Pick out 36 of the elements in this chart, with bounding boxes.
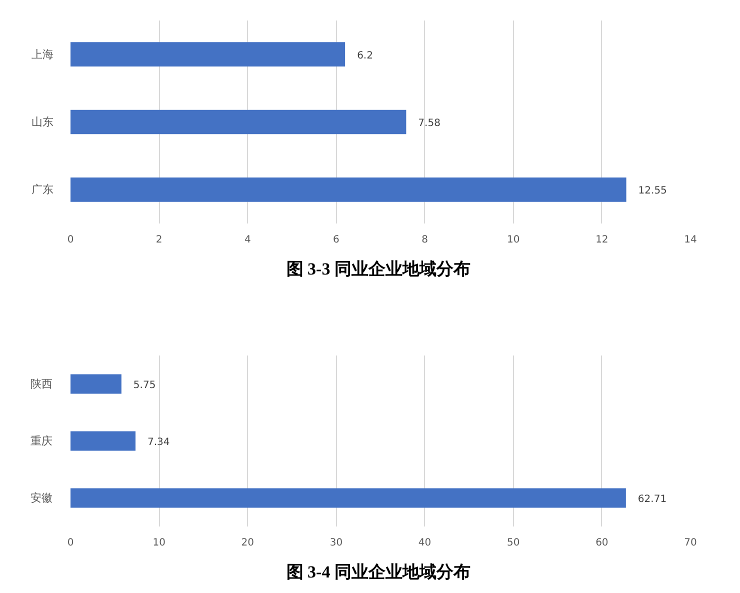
data-label: 6.2 <box>357 50 373 62</box>
bar <box>70 374 122 394</box>
x-tick-label: 6 <box>333 234 340 246</box>
y-tick-label: 陕西 <box>30 378 52 390</box>
y-tick-label: 安徽 <box>30 492 52 504</box>
x-tick-label: 70 <box>684 538 697 548</box>
bar <box>70 110 406 134</box>
x-tick-label: 60 <box>596 538 608 548</box>
x-tick-label: 10 <box>152 538 166 548</box>
x-tick-label: 8 <box>422 234 428 246</box>
x-tick-label: 0 <box>67 234 74 246</box>
bar <box>70 177 626 202</box>
data-label: 62.71 <box>638 494 667 505</box>
y-tick-label: 上海 <box>32 48 54 61</box>
x-tick-label: 20 <box>241 538 254 548</box>
text: 图 3-4 同业企业地域分布 <box>286 562 470 582</box>
x-tick-label: 4 <box>244 234 251 246</box>
y-tick-label: 广东 <box>32 183 54 196</box>
x-tick-label: 30 <box>330 538 343 548</box>
bar <box>70 431 136 451</box>
x-tick-label: 12 <box>596 234 608 246</box>
data-label: 12.55 <box>638 186 667 197</box>
x-tick-label: 0 <box>67 538 74 548</box>
x-tick-label: 10 <box>506 234 520 246</box>
data-label: 7.34 <box>148 437 170 448</box>
y-tick-label: 山东 <box>32 116 54 128</box>
data-label: 7.58 <box>418 118 440 129</box>
y-tick-label: 重庆 <box>30 434 52 448</box>
x-tick-label: 14 <box>684 234 697 246</box>
bar <box>70 488 626 508</box>
bar <box>70 42 346 67</box>
x-tick-label: 40 <box>418 538 432 548</box>
x-tick-label: 2 <box>156 234 162 246</box>
data-label: 5.75 <box>133 380 156 391</box>
x-tick-label: 50 <box>506 538 520 548</box>
text: 图 3-3 同业企业地域分布 <box>286 260 470 278</box>
